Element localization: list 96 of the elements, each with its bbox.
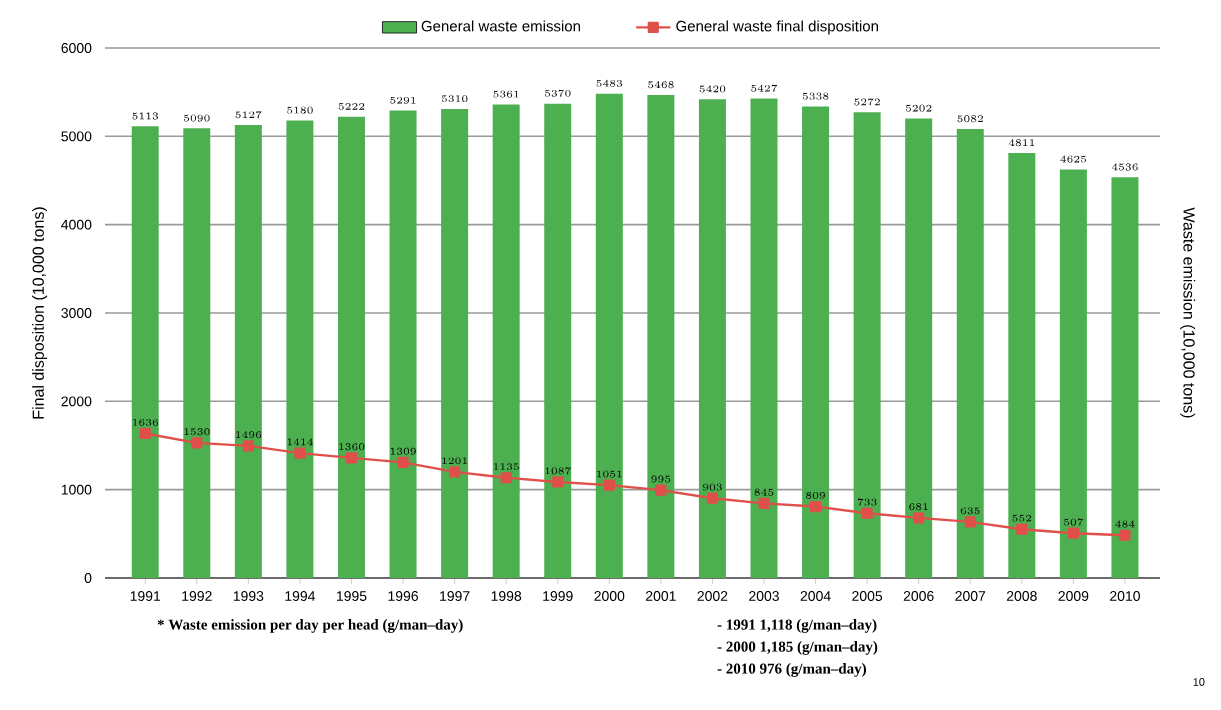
data-label: 1530 xyxy=(184,428,210,436)
data-label: 5082 xyxy=(957,115,983,123)
y-tick-label: 2000 xyxy=(61,396,92,407)
x-tick-label: 1995 xyxy=(336,591,367,601)
y-axis-title: Final disposition (10,000 tons) xyxy=(32,207,48,419)
x-tick-label: 2002 xyxy=(697,591,728,601)
data-label: 5090 xyxy=(184,114,210,122)
data-label: 5338 xyxy=(802,92,829,100)
data-label: 681 xyxy=(909,503,928,511)
point xyxy=(913,512,925,524)
x-tick-label: 2008 xyxy=(1006,591,1037,601)
data-label: 4811 xyxy=(1008,139,1035,147)
data-label: 5291 xyxy=(390,96,416,104)
point xyxy=(758,497,770,509)
legend-label: General waste emission xyxy=(421,20,581,32)
x-tick-label: 2000 xyxy=(594,591,625,601)
data-label: 484 xyxy=(1115,520,1135,528)
point xyxy=(294,447,306,459)
y-tick-label: 6000 xyxy=(61,43,92,53)
point xyxy=(1119,529,1131,541)
point xyxy=(964,516,976,528)
point xyxy=(603,479,615,491)
point xyxy=(242,440,254,452)
data-label: 635 xyxy=(960,507,980,515)
data-label: 995 xyxy=(651,475,671,483)
data-label: 5310 xyxy=(441,95,468,103)
x-tick-label: 1996 xyxy=(388,591,418,601)
x-tick-label: 1991 xyxy=(130,591,161,601)
x-tick-label: 1998 xyxy=(491,591,522,601)
x-tick-label: 1994 xyxy=(285,591,316,601)
data-label: 5127 xyxy=(235,111,262,119)
y-tick-label: 3000 xyxy=(61,308,92,318)
point xyxy=(809,500,822,513)
point xyxy=(1067,527,1079,539)
point xyxy=(500,472,512,484)
x-tick-label: 2001 xyxy=(645,591,676,601)
data-label: 1636 xyxy=(133,418,159,426)
x-tick-label: 1999 xyxy=(543,591,573,601)
text: - 2000 1,185 (g/man–day) xyxy=(717,641,878,655)
data-label: 5222 xyxy=(338,102,365,110)
data-label: 1309 xyxy=(390,447,416,455)
point xyxy=(1016,523,1028,535)
text: - 1991 1,118 (g/man–day) xyxy=(717,619,877,633)
data-label: 5483 xyxy=(596,79,623,87)
data-label: 4625 xyxy=(1060,155,1087,163)
data-label: 5272 xyxy=(854,98,880,106)
data-label: 1201 xyxy=(442,457,467,465)
point xyxy=(139,427,151,440)
data-label: 5427 xyxy=(751,84,778,92)
data-label: 5468 xyxy=(648,81,674,89)
x-tick-label: 2004 xyxy=(800,591,831,601)
text: * Waste emission per day per head (g/man–day) xyxy=(157,619,463,633)
text: 10 xyxy=(1193,678,1205,686)
data-label: 507 xyxy=(1064,518,1084,526)
data-label: 1360 xyxy=(339,443,365,451)
x-tick-label: 2010 xyxy=(1110,591,1140,601)
point xyxy=(552,476,564,488)
x-tick-label: 2005 xyxy=(852,591,883,601)
y2-axis-title: Waste emission (10,000 tons) xyxy=(1180,207,1196,418)
data-label: 5370 xyxy=(545,89,571,97)
x-tick-label: 2007 xyxy=(955,591,986,601)
data-label: 5420 xyxy=(699,85,726,93)
data-label: 1087 xyxy=(545,467,571,475)
data-label: 903 xyxy=(703,483,722,491)
data-label: 4536 xyxy=(1111,163,1138,171)
point xyxy=(449,466,461,478)
point xyxy=(861,507,873,519)
x-tick-label: 2006 xyxy=(903,591,934,601)
x-tick-label: 2003 xyxy=(749,591,779,601)
x-tick-label: 2009 xyxy=(1058,591,1089,601)
data-label: 845 xyxy=(754,488,774,496)
point xyxy=(191,437,203,449)
x-tick-label: 1992 xyxy=(182,591,212,601)
y-tick-label: 5000 xyxy=(61,131,92,142)
data-label: 1051 xyxy=(597,470,622,478)
data-label: 5361 xyxy=(493,90,519,98)
text: - 2010 976 (g/man–day) xyxy=(717,663,866,677)
point xyxy=(655,484,667,496)
x-tick-label: 1997 xyxy=(440,591,470,601)
data-label: 1496 xyxy=(236,431,262,439)
data-label: 1135 xyxy=(494,463,519,471)
point xyxy=(397,456,409,468)
data-label: 5180 xyxy=(287,106,313,114)
y-tick-label: 4000 xyxy=(61,219,92,230)
legend-label: General waste final disposition xyxy=(676,20,878,35)
y-tick-label: 0 xyxy=(84,573,92,583)
data-label: 733 xyxy=(857,498,877,506)
x-tick-label: 1993 xyxy=(233,591,264,601)
data-label: 1414 xyxy=(287,438,313,446)
data-label: 5202 xyxy=(905,104,932,112)
y-tick-label: 1000 xyxy=(61,484,92,495)
point xyxy=(706,492,719,504)
data-label: 809 xyxy=(806,492,825,499)
data-label: 552 xyxy=(1012,514,1032,522)
data-label: 5113 xyxy=(132,112,159,120)
point xyxy=(345,452,358,464)
